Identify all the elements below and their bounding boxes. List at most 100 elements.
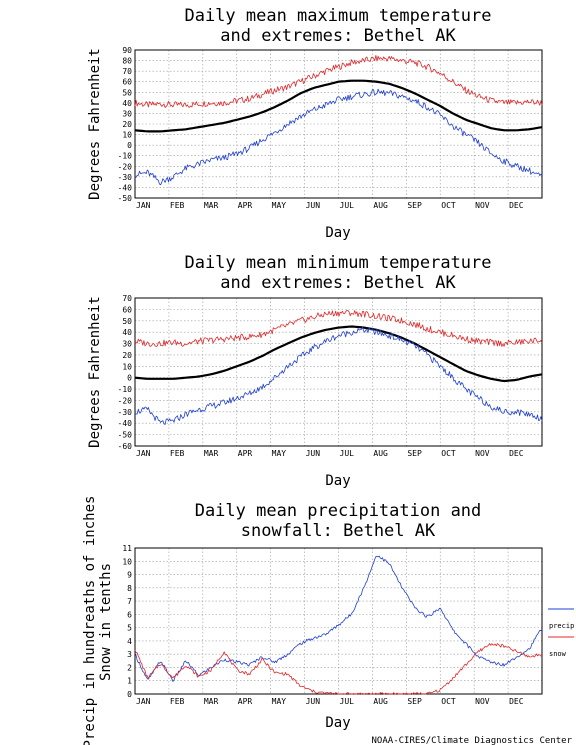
y-tick-label: 1 bbox=[127, 677, 132, 686]
y-tick-label: 10 bbox=[122, 362, 132, 371]
chart-title-line-2: and extremes: Bethel AK bbox=[220, 26, 456, 46]
y-axis-label: Degrees Fahrenheit bbox=[87, 48, 103, 200]
x-tick-label-may: MAY bbox=[272, 697, 287, 706]
legend-snow-label: snow bbox=[549, 650, 567, 658]
y-tick-label: -50 bbox=[118, 431, 133, 440]
x-tick-label-jan: JAN bbox=[136, 449, 151, 458]
x-tick-label-mar: MAR bbox=[204, 201, 219, 210]
y-axis-label-line-2: Snow in tenths bbox=[98, 563, 114, 681]
y-tick-label: 20 bbox=[122, 351, 132, 360]
x-tick-label-jan: JAN bbox=[136, 201, 151, 210]
y-axis-label-line-1: Precip in hundreaths of inches bbox=[82, 496, 98, 745]
x-tick-label-oct: OCT bbox=[441, 697, 456, 706]
x-tick-label-aug: AUG bbox=[373, 449, 388, 458]
x-axis-label: Day bbox=[325, 473, 350, 489]
credit-text: NOAA-CIRES/Climate Diagnostics Center bbox=[372, 736, 573, 745]
y-tick-label: -30 bbox=[118, 173, 133, 182]
y-tick-label: 30 bbox=[122, 340, 132, 349]
y-tick-label: 6 bbox=[127, 610, 132, 619]
y-tick-label: 60 bbox=[122, 78, 132, 87]
x-tick-label-nov: NOV bbox=[475, 449, 490, 458]
x-tick-label-jun: JUN bbox=[306, 449, 321, 458]
y-tick-label: 4 bbox=[127, 637, 132, 646]
chart-title-line-2: and extremes: Bethel AK bbox=[220, 273, 456, 293]
plot-frame bbox=[134, 49, 543, 199]
legend-precip-label: precip bbox=[549, 622, 574, 630]
chart-title-line-1: Daily mean maximum temperature bbox=[184, 6, 491, 26]
x-tick-label-aug: AUG bbox=[373, 201, 388, 210]
series-line-red bbox=[134, 643, 543, 695]
x-tick-label-jul: JUL bbox=[340, 201, 355, 210]
x-tick-label-dec: DEC bbox=[509, 697, 524, 706]
series-line-blue bbox=[134, 326, 543, 425]
series-line-blue bbox=[134, 88, 543, 186]
y-tick-label: 50 bbox=[122, 317, 132, 326]
x-tick-label-aug: AUG bbox=[373, 697, 388, 706]
series-line-blue bbox=[134, 555, 543, 682]
x-tick-label-feb: FEB bbox=[170, 697, 185, 706]
x-tick-label-jul: JUL bbox=[340, 697, 355, 706]
y-tick-label: 60 bbox=[122, 305, 132, 314]
max-temperature-chart: Daily mean maximum temperature and extre… bbox=[87, 6, 543, 241]
y-tick-label: 50 bbox=[122, 88, 132, 97]
x-tick-label-jun: JUN bbox=[306, 201, 321, 210]
y-tick-label: 5 bbox=[127, 624, 132, 633]
y-tick-label: 0 bbox=[127, 690, 132, 699]
legend: precip snow bbox=[548, 608, 574, 658]
x-tick-label-feb: FEB bbox=[170, 449, 185, 458]
x-tick-label-sep: SEP bbox=[407, 449, 422, 458]
y-tick-label: -60 bbox=[118, 442, 133, 451]
x-axis-label: Day bbox=[325, 715, 350, 731]
y-tick-label: -40 bbox=[118, 419, 133, 428]
y-tick-label: 30 bbox=[122, 109, 132, 118]
x-tick-label-nov: NOV bbox=[475, 201, 490, 210]
y-tick-label: 0 bbox=[127, 374, 132, 383]
x-tick-label-may: MAY bbox=[272, 201, 287, 210]
x-tick-label-oct: OCT bbox=[441, 449, 456, 458]
y-tick-label: 10 bbox=[122, 557, 132, 566]
x-tick-label-mar: MAR bbox=[204, 449, 219, 458]
y-tick-label: -40 bbox=[118, 183, 133, 192]
x-tick-label-jul: JUL bbox=[340, 449, 355, 458]
y-tick-label: -50 bbox=[118, 194, 133, 203]
y-tick-label: 0 bbox=[127, 141, 132, 150]
series-line-black bbox=[134, 79, 543, 133]
y-tick-label: -20 bbox=[118, 162, 133, 171]
y-tick-label: 20 bbox=[122, 120, 132, 129]
y-tick-label: 40 bbox=[122, 99, 132, 108]
y-tick-label: -10 bbox=[118, 385, 133, 394]
chart-title-line-2: snowfall: Bethel AK bbox=[241, 521, 436, 541]
x-tick-label-sep: SEP bbox=[407, 201, 422, 210]
chart-title-line-1: Daily mean precipitation and bbox=[195, 501, 482, 521]
y-tick-label: -20 bbox=[118, 396, 133, 405]
y-tick-label: 2 bbox=[127, 663, 132, 672]
y-tick-label: 9 bbox=[127, 571, 132, 580]
x-axis-label: Day bbox=[325, 225, 350, 241]
y-tick-label: 70 bbox=[122, 294, 132, 303]
y-tick-label: 70 bbox=[122, 67, 132, 76]
min-temperature-chart: Daily mean minimum temperature and extre… bbox=[87, 253, 543, 489]
y-tick-label: 11 bbox=[122, 544, 132, 553]
y-axis-label: Degrees Fahrenheit bbox=[87, 296, 103, 448]
y-tick-label: 3 bbox=[127, 650, 132, 659]
x-tick-label-may: MAY bbox=[272, 449, 287, 458]
x-tick-label-dec: DEC bbox=[509, 449, 524, 458]
precipitation-chart: Daily mean precipitation and snowfall: B… bbox=[82, 496, 574, 745]
x-tick-label-apr: APR bbox=[238, 697, 253, 706]
y-tick-label: 8 bbox=[127, 584, 132, 593]
y-tick-label: -10 bbox=[118, 152, 133, 161]
y-tick-label: 40 bbox=[122, 328, 132, 337]
series-line-red bbox=[134, 309, 543, 348]
x-tick-label-oct: OCT bbox=[441, 201, 456, 210]
x-tick-label-apr: APR bbox=[238, 201, 253, 210]
y-tick-label: 10 bbox=[122, 131, 132, 140]
y-tick-label: -30 bbox=[118, 408, 133, 417]
x-tick-label-apr: APR bbox=[238, 449, 253, 458]
x-tick-label-dec: DEC bbox=[509, 201, 524, 210]
y-tick-label: 7 bbox=[127, 597, 132, 606]
chart-title-line-1: Daily mean minimum temperature bbox=[184, 253, 491, 273]
x-tick-label-feb: FEB bbox=[170, 201, 185, 210]
series-line-black bbox=[134, 325, 543, 383]
x-tick-label-jun: JUN bbox=[306, 697, 321, 706]
